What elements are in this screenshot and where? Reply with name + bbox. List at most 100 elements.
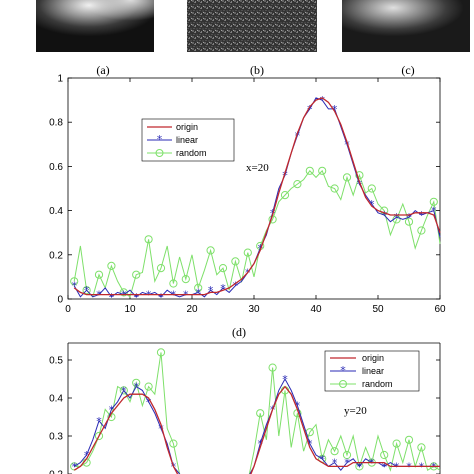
linear-point: * xyxy=(133,291,139,304)
random-point xyxy=(417,443,426,452)
linear-point: * xyxy=(344,457,350,470)
linear-point: * xyxy=(109,403,115,416)
linear-point: * xyxy=(121,384,127,397)
linear-point: * xyxy=(419,209,425,222)
linear-point: * xyxy=(282,169,288,182)
legend-origin-label: origin xyxy=(176,122,198,132)
random-point xyxy=(70,277,79,286)
legend2-linear-marker: * xyxy=(340,364,346,377)
linear-point: * xyxy=(431,205,437,218)
caption-d: (d) xyxy=(232,325,246,339)
random-point xyxy=(169,279,178,288)
x-tick-label: 10 xyxy=(124,304,136,315)
legend-random-marker xyxy=(155,149,164,157)
random-point xyxy=(330,184,339,193)
image-c xyxy=(342,0,470,52)
random-point xyxy=(144,382,153,391)
random-point xyxy=(380,450,389,460)
y-tick-label: 0.6 xyxy=(49,162,63,173)
linear-point: * xyxy=(233,280,239,293)
series-line-origin xyxy=(73,385,440,474)
random-point xyxy=(429,197,438,206)
linear-point: * xyxy=(369,198,375,211)
linear-point: * xyxy=(208,284,214,297)
chart-d: 00.20.40.60.810 10 20 30 40 50 60 * * * * * * * * * * * *… xyxy=(49,74,446,316)
x-tick-label: 20 xyxy=(186,304,198,315)
random-point xyxy=(119,386,128,395)
linear-point: * xyxy=(381,460,387,473)
linear-point: * xyxy=(220,282,226,295)
chart-e-legend: origin * linear random xyxy=(324,350,420,392)
random-point xyxy=(169,439,178,448)
random-point xyxy=(392,439,401,448)
linear-point: * xyxy=(84,449,90,462)
random-point xyxy=(342,173,352,182)
linear-point: * xyxy=(96,415,102,428)
y-tick-label: 0.4 xyxy=(49,206,63,217)
linear-point: * xyxy=(71,460,77,473)
random-point xyxy=(280,191,290,200)
linear-point: * xyxy=(295,130,301,143)
random-point xyxy=(156,348,166,357)
random-point xyxy=(194,283,203,292)
image-a xyxy=(36,0,154,52)
random-point xyxy=(218,264,228,273)
random-point xyxy=(318,166,327,175)
chart-d-legend: origin * linear random xyxy=(141,118,235,162)
random-point xyxy=(94,270,104,279)
linear-point: * xyxy=(357,178,363,191)
legend2-random-label: random xyxy=(362,379,393,389)
caption-b: (b) xyxy=(250,63,264,77)
legend2-linear-label: linear xyxy=(362,366,384,376)
y-tick-label: 0 xyxy=(57,295,63,306)
legend2-origin-label: origin xyxy=(362,353,384,363)
random-point xyxy=(355,171,364,180)
x-tick-label: 60 xyxy=(434,304,446,315)
y-tick-label: 1 xyxy=(57,74,63,85)
legend-linear-label: linear xyxy=(176,135,198,145)
y-tick-label: 0.3 xyxy=(49,432,63,443)
x-tick-label: 40 xyxy=(310,304,322,315)
random-point xyxy=(206,246,215,255)
random-point xyxy=(181,275,190,284)
random-point xyxy=(243,248,252,257)
linear-point: * xyxy=(133,381,139,394)
y-tick-label: 0.8 xyxy=(49,118,63,129)
linear-point: * xyxy=(195,286,201,299)
linear-point: * xyxy=(295,400,301,413)
random-point xyxy=(144,235,153,244)
linear-point: * xyxy=(406,211,412,224)
legend-linear-marker: * xyxy=(157,133,163,146)
x-tick-label: 30 xyxy=(248,304,260,315)
linear-point: * xyxy=(158,422,164,435)
linear-point: * xyxy=(307,103,313,116)
y-tick-label: 0.2 xyxy=(49,470,63,474)
linear-point: * xyxy=(319,94,325,107)
random-point xyxy=(342,450,352,460)
random-point xyxy=(94,431,104,441)
linear-point: * xyxy=(394,211,400,224)
series-line-origin xyxy=(73,97,441,296)
linear-point: * xyxy=(245,472,251,474)
y-tick-label: 0.4 xyxy=(49,394,63,405)
linear-point: * xyxy=(71,280,77,293)
linear-point: * xyxy=(307,438,313,451)
x-tick-label: 50 xyxy=(372,304,384,315)
chart-d-frame xyxy=(67,77,441,300)
caption-c: (c) xyxy=(401,63,414,77)
random-point xyxy=(404,435,414,444)
linear-point: * xyxy=(332,103,338,116)
random-point xyxy=(107,261,116,270)
legend2-random-marker xyxy=(339,380,347,388)
image-b xyxy=(187,0,317,52)
random-point xyxy=(132,270,141,279)
random-point xyxy=(305,166,314,175)
caption-a: (a) xyxy=(96,63,109,77)
linear-point: * xyxy=(109,291,115,304)
linear-point: * xyxy=(146,396,152,409)
random-point xyxy=(256,409,265,418)
legend-random-label: random xyxy=(176,148,207,158)
random-point xyxy=(293,180,302,189)
linear-point: * xyxy=(84,284,90,297)
